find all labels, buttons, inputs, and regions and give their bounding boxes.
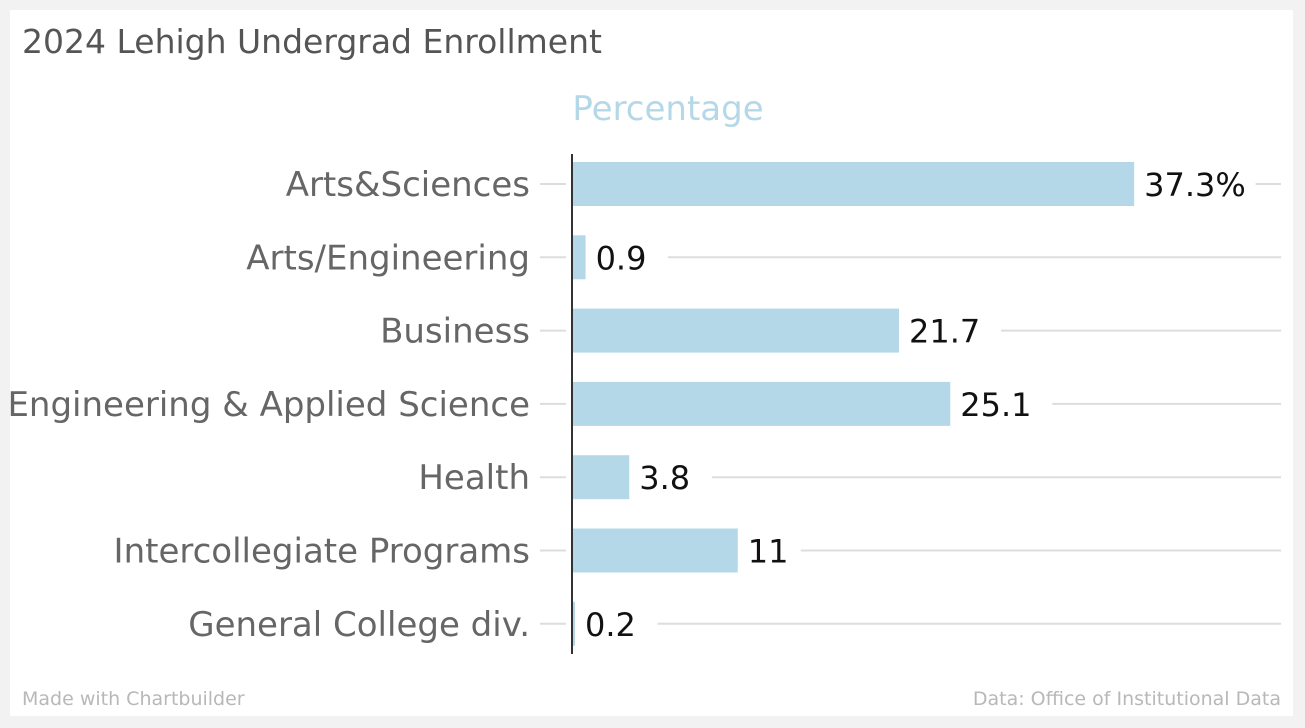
value-label: 21.7	[909, 313, 980, 351]
category-label: Intercollegiate Programs	[114, 532, 530, 572]
value-label: 25.1	[960, 386, 1031, 424]
category-label: Health	[418, 458, 530, 498]
chart-card: 2024 Lehigh Undergrad Enrollment Percent…	[10, 10, 1293, 716]
bar	[572, 162, 1135, 206]
chart-source: Data: Office of Institutional Data	[972, 688, 1281, 710]
bar	[572, 235, 586, 280]
value-label: 3.8	[639, 459, 690, 497]
bar	[572, 455, 630, 500]
value-label: 11	[748, 533, 789, 571]
series-label: Percentage	[572, 89, 763, 129]
chart-title: 2024 Lehigh Undergrad Enrollment	[22, 22, 602, 61]
category-label: Business	[380, 312, 530, 352]
value-label: 0.2	[585, 606, 636, 644]
bar	[572, 601, 576, 646]
category-label: Arts&Sciences	[286, 165, 530, 205]
category-label: General College div.	[188, 605, 530, 645]
value-label: 0.9	[596, 239, 647, 277]
value-label: 37.3%	[1144, 166, 1246, 204]
category-label: Engineering & Applied Science	[10, 385, 530, 425]
bar-chart: Percentage Arts&Sciences 37.3% Arts/Enginee…	[10, 89, 1281, 654]
category-label: Arts/Engineering	[246, 238, 530, 278]
bar	[572, 381, 951, 426]
chart-credit: Made with Chartbuilder	[22, 688, 245, 710]
bar	[572, 308, 900, 353]
bar	[572, 528, 738, 573]
